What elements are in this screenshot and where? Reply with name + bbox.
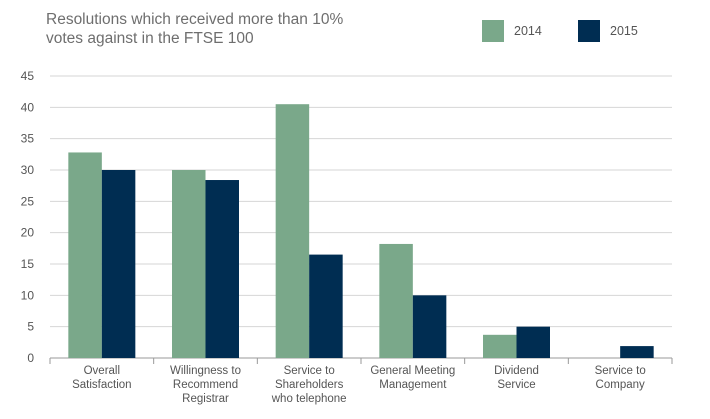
legend-item-2014: 2014 (482, 20, 542, 42)
bar-2015-0 (101, 170, 136, 358)
bar-2014-3 (379, 243, 413, 358)
y-tick-label-45: 45 (21, 69, 35, 83)
bar-2015-5 (620, 346, 654, 358)
legend-label-2015: 2015 (610, 24, 638, 38)
y-tick-label-15: 15 (21, 257, 35, 271)
legend-label-2014: 2014 (514, 24, 542, 38)
legend-swatch-2014 (482, 20, 504, 42)
y-tick-label-0: 0 (27, 351, 34, 365)
bar-2014-4 (483, 334, 517, 358)
category-label-4: Dividend Service (494, 365, 539, 391)
chart-title-line-2: votes against in the FTSE 100 (46, 30, 254, 47)
y-tick-label-35: 35 (21, 132, 35, 146)
category-label-line: Service to (284, 365, 335, 377)
category-label-line: Willingness to (170, 365, 241, 377)
bar-2014-1 (172, 170, 206, 358)
legend-swatch-2015 (578, 20, 600, 42)
chart-title-line-1: Resolutions which received more than 10% (46, 11, 344, 28)
category-label-3: General Meeting Management (370, 365, 455, 391)
y-tick-label-40: 40 (21, 100, 35, 114)
y-tick-label-10: 10 (21, 288, 35, 302)
category-label-line: Overall (84, 365, 120, 377)
category-label-1: Willingness to Recommend Registrar (170, 365, 241, 405)
bar-2014-0 (68, 152, 102, 358)
y-tick-label-20: 20 (21, 226, 35, 240)
category-label-line: who telephone (271, 393, 347, 405)
y-tick-label-25: 25 (21, 194, 35, 208)
category-label-2: Service to Shareholders who telephone (271, 365, 347, 405)
category-label-line: Management (379, 379, 447, 391)
category-label-line: Satisfaction (72, 379, 131, 391)
bar-2015-1 (205, 180, 239, 358)
y-tick-label-30: 30 (21, 163, 35, 177)
bar-2015-4 (516, 326, 550, 358)
category-label-line: Company (596, 379, 645, 391)
category-label-line: Shareholders (275, 379, 344, 391)
y-tick-label-5: 5 (27, 320, 34, 334)
category-label-line: General Meeting (370, 365, 455, 377)
bar-2015-2 (309, 254, 343, 358)
chart-title: Resolutions which received more than 10%… (46, 10, 376, 48)
category-label-0: Overall Satisfaction (72, 365, 131, 391)
bar-2015-3 (412, 295, 447, 358)
category-label-line: Service to (595, 365, 646, 377)
legend-item-2015: 2015 (578, 20, 638, 42)
category-label-line: Service (497, 379, 535, 391)
category-label-line: Registrar (182, 393, 229, 405)
bar-2014-2 (275, 104, 310, 358)
category-label-5: Service to Company (595, 365, 646, 391)
category-label-line: Recommend (173, 379, 238, 391)
category-label-line: Dividend (494, 365, 539, 377)
